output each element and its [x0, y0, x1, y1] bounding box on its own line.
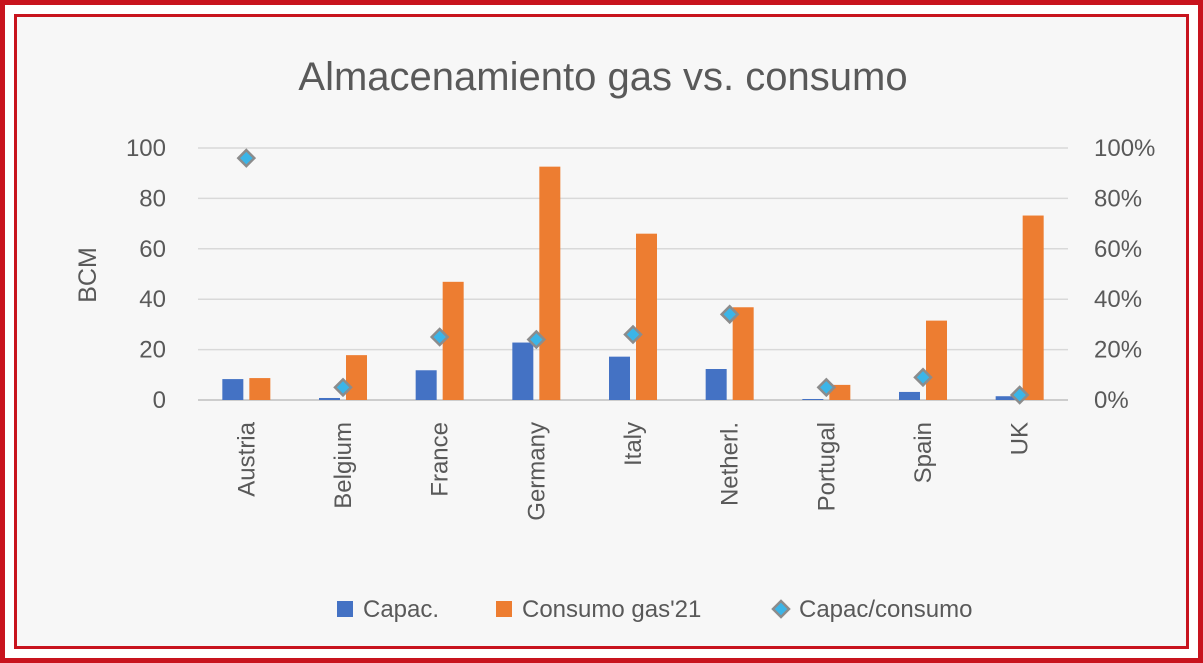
bar-consumo: [926, 320, 947, 400]
bar-consumo: [539, 166, 561, 400]
y-tick-label: 80: [139, 185, 166, 212]
legend-label: Consumo gas'21: [522, 596, 701, 623]
bar-capac: [319, 397, 340, 400]
bar-capac: [222, 379, 244, 400]
ratio-marker: [333, 377, 353, 398]
right-axis-ticks: 0% 20% 40% 60% 80% 100%: [1094, 135, 1155, 414]
bar-capac: [609, 356, 630, 400]
category-label: Belgium: [330, 422, 357, 509]
y2-tick-label: 100%: [1094, 135, 1155, 162]
category-label: Austria: [233, 421, 260, 496]
legend-swatch: [496, 601, 512, 617]
y2-tick-label: 60%: [1094, 236, 1142, 263]
legend: Capac. Consumo gas'21 Capac/consumo: [337, 596, 972, 623]
ratio-marker: [526, 329, 547, 350]
y2-tick-label: 0%: [1094, 387, 1129, 414]
bar-capac: [415, 370, 437, 400]
legend-item: Capac.: [337, 596, 439, 623]
y2-tick-label: 40%: [1094, 286, 1142, 313]
bar-consumo: [249, 378, 271, 400]
y2-tick-label: 20%: [1094, 337, 1142, 364]
category-label: Germany: [523, 422, 550, 521]
legend-item: Consumo gas'21: [496, 596, 701, 623]
left-axis-ticks: 0 20 40 60 80 100: [126, 135, 166, 414]
chart-title: Almacenamiento gas vs. consumo: [298, 55, 907, 99]
legend-swatch: [337, 601, 353, 617]
legend-swatch: [771, 599, 791, 619]
ratio-marker: [719, 304, 740, 325]
category-label: Netherl.: [717, 422, 744, 506]
ratio-marker: [1009, 385, 1030, 405]
ratio-marker: [816, 377, 837, 398]
ratio-marker: [623, 324, 643, 345]
category-label: France: [427, 422, 454, 497]
y-tick-label: 100: [126, 135, 166, 162]
chart-area-background: [14, 14, 1189, 649]
bar-capac: [705, 369, 727, 400]
bar-consumo: [346, 355, 367, 400]
y-tick-label: 20: [139, 337, 166, 364]
y-tick-label: 0: [153, 387, 166, 414]
bar-series: [222, 166, 1044, 400]
ratio-marker: [236, 148, 257, 168]
bar-capac: [512, 342, 534, 400]
category-label: UK: [1007, 422, 1034, 455]
category-label: Spain: [910, 422, 937, 483]
ratio-marker: [913, 367, 933, 388]
legend-label: Capac/consumo: [799, 596, 972, 623]
category-labels: Austria Belgium France Germany Italy Netherl.…: [233, 421, 1033, 520]
bar-capac: [802, 398, 824, 400]
bar-consumo: [442, 281, 464, 400]
category-label: Portugal: [813, 422, 840, 511]
y-tick-label: 40: [139, 286, 166, 313]
bar-capac: [995, 396, 1017, 400]
gridlines: [198, 147, 1068, 401]
y2-tick-label: 80%: [1094, 185, 1142, 212]
legend-item: Capac/consumo: [771, 596, 972, 623]
ratio-markers: [236, 148, 1030, 405]
bar-consumo: [636, 233, 657, 400]
bar-consumo: [1022, 215, 1044, 400]
bar-consumo: [732, 307, 754, 400]
bar-capac: [899, 391, 920, 400]
ratio-marker: [429, 327, 450, 347]
legend-label: Capac.: [363, 596, 439, 623]
category-label: Italy: [620, 422, 647, 466]
y-tick-label: 60: [139, 236, 166, 263]
y-axis-label: BCM: [74, 247, 102, 303]
